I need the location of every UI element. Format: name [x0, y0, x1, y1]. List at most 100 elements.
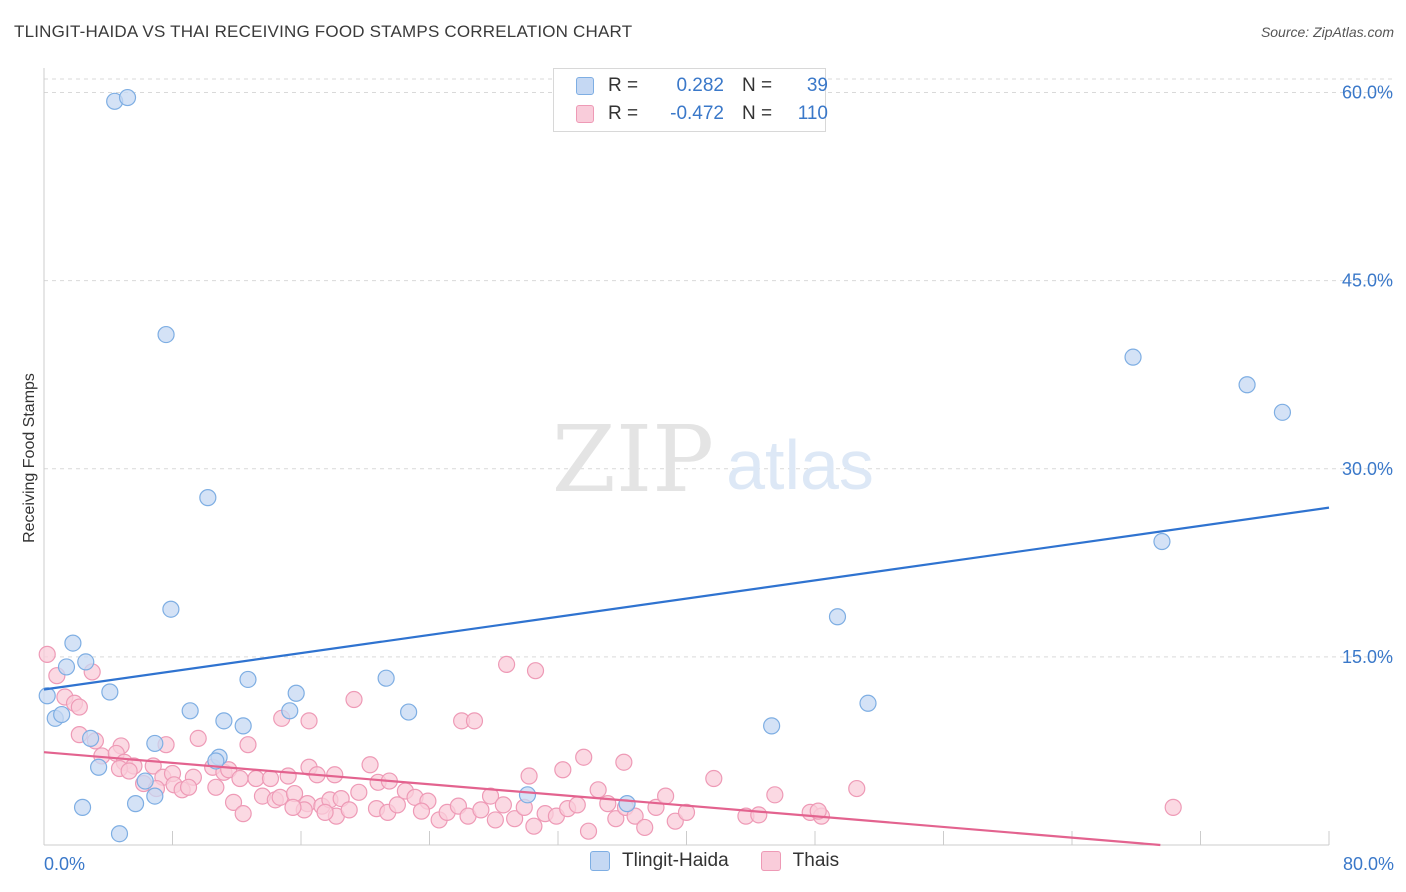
- thais-point: [1164, 798, 1182, 816]
- thais-point: [486, 811, 504, 829]
- series-legend-label: Tlingit-Haida: [622, 850, 729, 871]
- thais-point: [120, 762, 138, 780]
- tlingit-haida-point: [859, 694, 877, 712]
- tlingit-haida-point: [146, 734, 164, 753]
- thais-point: [70, 698, 88, 716]
- watermark: ZIP atlas: [552, 406, 874, 513]
- series-legend-label: Thais: [792, 850, 840, 871]
- tlingit-haida-point: [53, 705, 71, 724]
- tlingit-haida-point: [377, 669, 395, 687]
- tlingit-haida-point: [57, 658, 76, 676]
- trend-lines: [43, 506, 1330, 847]
- legend-row-tlingit-haida: R = 0.282 N = 39: [576, 74, 828, 98]
- legend-n-label: N =: [742, 103, 773, 124]
- tlingit-haida-point: [64, 634, 82, 652]
- thais-point: [657, 787, 675, 805]
- thais-point: [231, 769, 249, 788]
- legend-n-value: 110: [797, 103, 828, 124]
- tlingit-haida-point: [207, 752, 225, 770]
- thais-point: [525, 817, 543, 835]
- y-tick-label: 45.0%: [1342, 271, 1393, 291]
- thais-point: [224, 793, 243, 811]
- series-legend-thais: Thais: [760, 850, 840, 872]
- thais-point: [316, 803, 334, 821]
- thais-point: [189, 729, 207, 748]
- tlingit-haida-point: [73, 798, 92, 816]
- y-tick-label: 30.0%: [1342, 459, 1393, 479]
- chart-source: Source: ZipAtlas.com: [1260, 24, 1394, 40]
- thais-point: [261, 769, 280, 788]
- thais-point: [607, 810, 625, 828]
- tlingit-haida-point: [90, 758, 108, 776]
- tlingit-haida-point: [1153, 532, 1171, 551]
- thais-point: [38, 645, 56, 663]
- tlingit-haida-point: [136, 772, 154, 790]
- legend-r-value: -0.472: [670, 103, 724, 124]
- thais-point: [568, 796, 586, 814]
- legend-n-label: N =: [742, 75, 773, 96]
- thais-point: [554, 761, 572, 779]
- thais-point: [481, 787, 500, 805]
- tlingit-haida-point: [81, 729, 100, 748]
- thais-point: [626, 807, 644, 825]
- tlingit-haida-point: [215, 712, 233, 730]
- series-swatch-pink: [760, 851, 781, 871]
- y-tick-label: 60.0%: [1342, 83, 1393, 103]
- y-tick-label: 15.0%: [1342, 647, 1393, 667]
- thais-point: [494, 796, 512, 814]
- tlingit-haida-point: [118, 88, 137, 107]
- thais-point: [666, 812, 684, 830]
- thais-point: [345, 690, 363, 709]
- thais-point: [247, 769, 265, 788]
- legend-swatch-blue: [576, 77, 594, 95]
- tlingit-haida-point: [77, 653, 95, 671]
- watermark-zip: ZIP: [552, 406, 714, 513]
- thais-trend-line: [43, 751, 1161, 847]
- tlingit-haida-point: [1124, 348, 1142, 366]
- tlingit-haida-point: [618, 795, 636, 813]
- thais-point: [520, 767, 538, 785]
- tlingit-haida-point: [110, 825, 129, 843]
- thais-point: [239, 736, 257, 754]
- tlingit-haida-point: [181, 702, 199, 720]
- series-swatch-blue: [590, 851, 610, 871]
- tlingit-haida-point: [146, 787, 164, 805]
- tlingit-haida-point: [1238, 376, 1256, 394]
- tlingit-haida-point: [518, 786, 537, 804]
- tlingit-haida-point: [400, 703, 418, 721]
- tlingit-haida-points: [38, 88, 1292, 843]
- legend-r-label: R =: [608, 103, 639, 124]
- thais-point: [179, 778, 198, 796]
- legend-swatch-pink: [576, 105, 594, 123]
- thais-point: [350, 783, 368, 801]
- thais-point: [750, 806, 768, 824]
- thais-point: [388, 796, 406, 814]
- tick-labels: 0.0% 80.0% 15.0% 30.0% 45.0% 60.0%: [44, 83, 1394, 874]
- grid-layer: [44, 78, 1394, 658]
- thais-point: [220, 761, 238, 779]
- thais-point: [326, 766, 344, 784]
- tlingit-haida-point: [162, 600, 180, 618]
- tlingit-haida-point: [38, 687, 56, 705]
- tlingit-haida-trend-line: [43, 506, 1330, 691]
- thais-point: [361, 756, 379, 774]
- thais-point: [677, 803, 696, 821]
- thais-points: [38, 645, 1182, 840]
- thais-point: [412, 802, 431, 820]
- thais-point: [207, 778, 225, 796]
- thais-point: [465, 712, 484, 730]
- thais-point: [234, 805, 252, 823]
- series-legend-tlingit-haida: Tlingit-Haida: [590, 850, 729, 872]
- correlation-legend: R = 0.282 N = 39 R = -0.472 N = 110: [553, 68, 828, 132]
- tlingit-haida-point: [157, 325, 175, 344]
- tlingit-haida-point: [828, 608, 847, 626]
- thais-point: [848, 779, 866, 798]
- thais-point: [498, 655, 516, 674]
- thais-point: [340, 801, 358, 819]
- legend-row-thais: R = -0.472 N = 110: [576, 102, 828, 126]
- tlingit-haida-point: [199, 489, 217, 507]
- legend-r-value: 0.282: [676, 75, 724, 96]
- thais-point: [472, 801, 490, 819]
- watermark-atlas: atlas: [726, 426, 874, 504]
